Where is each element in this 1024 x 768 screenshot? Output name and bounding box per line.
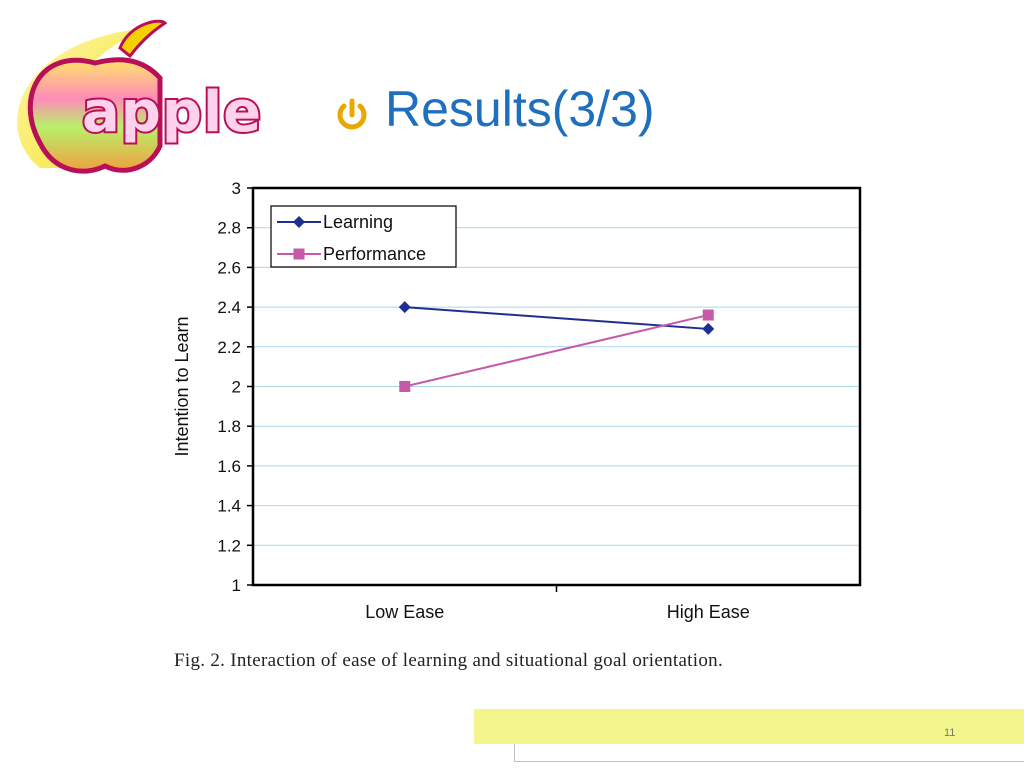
data-point-learning	[702, 322, 715, 335]
x-tick-label: High Ease	[667, 602, 750, 622]
y-axis-label: Intention to Learn	[172, 316, 192, 456]
data-point-learning	[398, 301, 411, 314]
y-tick-label: 1	[232, 576, 241, 595]
y-tick-label: 1.8	[217, 417, 241, 436]
legend-marker-performance	[293, 248, 305, 260]
series-line-learning	[404, 306, 709, 330]
legend-marker-learning	[293, 216, 305, 228]
y-tick-label: 1.6	[217, 457, 241, 476]
footer-divider-vertical	[514, 744, 515, 761]
y-tick-label: 2.2	[217, 338, 241, 357]
series-line-performance	[404, 314, 709, 388]
line-chart: 1 1.2 1.4 1.6 1.8 2 2.2 2.4 2.6 2.8 3 Low Ease High …	[172, 179, 862, 622]
legend-label-performance: Performance	[323, 244, 426, 264]
legend-label-learning: Learning	[323, 212, 393, 232]
y-tick-label: 2.4	[217, 298, 241, 317]
data-point-performance	[702, 309, 714, 321]
page-number: 11	[944, 727, 956, 739]
y-tick-label: 1.4	[217, 497, 241, 516]
slide-title: Results(3/3)	[385, 81, 655, 137]
apple-logo: apple	[0, 18, 340, 193]
data-point-performance	[399, 381, 411, 392]
x-tick-label: Low Ease	[365, 602, 444, 622]
logo-text: apple	[80, 78, 263, 147]
y-tick-label: 2	[232, 378, 241, 397]
y-tick-label: 1.2	[217, 536, 241, 555]
y-tick-label: 2.8	[217, 219, 241, 238]
logo-swoosh-graphic	[17, 19, 168, 174]
footer-bar	[474, 709, 1024, 744]
power-icon	[337, 98, 367, 130]
y-tick-label: 2.6	[217, 258, 241, 277]
y-tick-label: 3	[232, 179, 241, 198]
footer-divider-horizontal	[514, 761, 1024, 762]
figure-caption: Fig. 2. Interaction of ease of learning …	[174, 650, 723, 671]
